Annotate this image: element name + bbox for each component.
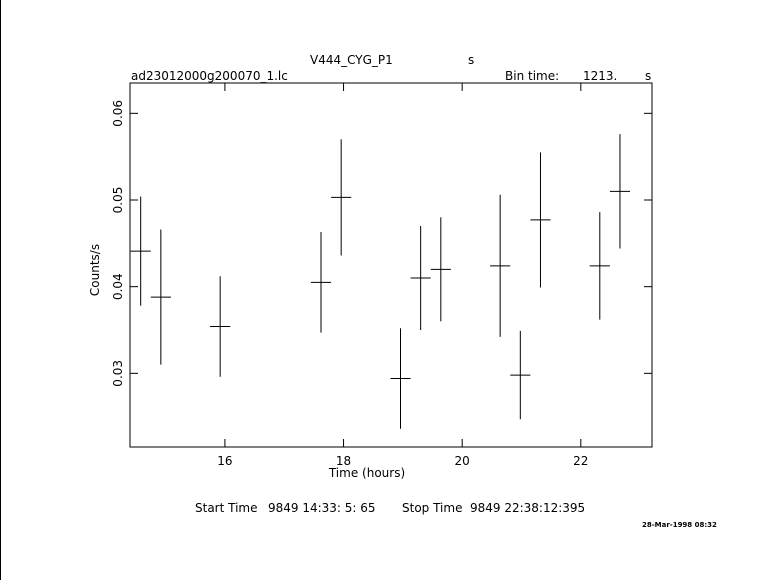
x-tick-label: 16	[217, 454, 232, 468]
stop-time-value: 9849 22:38:12:395	[470, 501, 586, 515]
date-stamp: 28-Mar-1998 08:32	[642, 521, 717, 529]
data-point	[130, 196, 151, 306]
data-point	[589, 212, 610, 320]
bin-time-label: Bin time:	[505, 69, 560, 83]
y-tick-label: 0.03	[111, 360, 125, 387]
data-point	[210, 276, 231, 377]
filename: ad23012000g200070_1.lc	[131, 69, 288, 83]
data-point	[490, 194, 511, 337]
stop-time-label: Stop Time	[402, 501, 463, 515]
data-point	[430, 217, 451, 322]
y-tick-label: 0.05	[111, 187, 125, 214]
data-point	[530, 152, 551, 288]
data-point	[510, 330, 531, 420]
data-point	[390, 328, 411, 429]
plot-frame	[129, 82, 653, 448]
y-tick-label: 0.04	[111, 273, 125, 300]
data-point	[331, 139, 352, 256]
y-axis-label: Counts/s	[88, 244, 102, 296]
left-border	[0, 0, 1, 580]
x-axis-label: Time (hours)	[328, 466, 405, 480]
data-point	[150, 229, 171, 365]
object-unit: s	[468, 53, 475, 67]
axis-ticks: 16 18 20 22 0.03 0.04 0.05 0.06	[111, 83, 652, 468]
object-name: V444_CYG_P1	[310, 53, 393, 67]
x-tick-label: 18	[336, 454, 351, 468]
data-points	[130, 134, 631, 429]
data-point	[410, 226, 431, 330]
y-tick-label: 0.06	[111, 100, 125, 127]
bin-time-value: 1213.	[583, 69, 618, 83]
x-tick-label: 20	[455, 454, 470, 468]
bin-time-unit: s	[645, 69, 652, 83]
data-point	[310, 232, 332, 333]
data-point	[609, 134, 631, 249]
x-tick-label: 22	[573, 454, 588, 468]
start-time-value: 9849 14:33: 5: 65	[268, 501, 376, 515]
start-time-label: Start Time	[195, 501, 258, 515]
